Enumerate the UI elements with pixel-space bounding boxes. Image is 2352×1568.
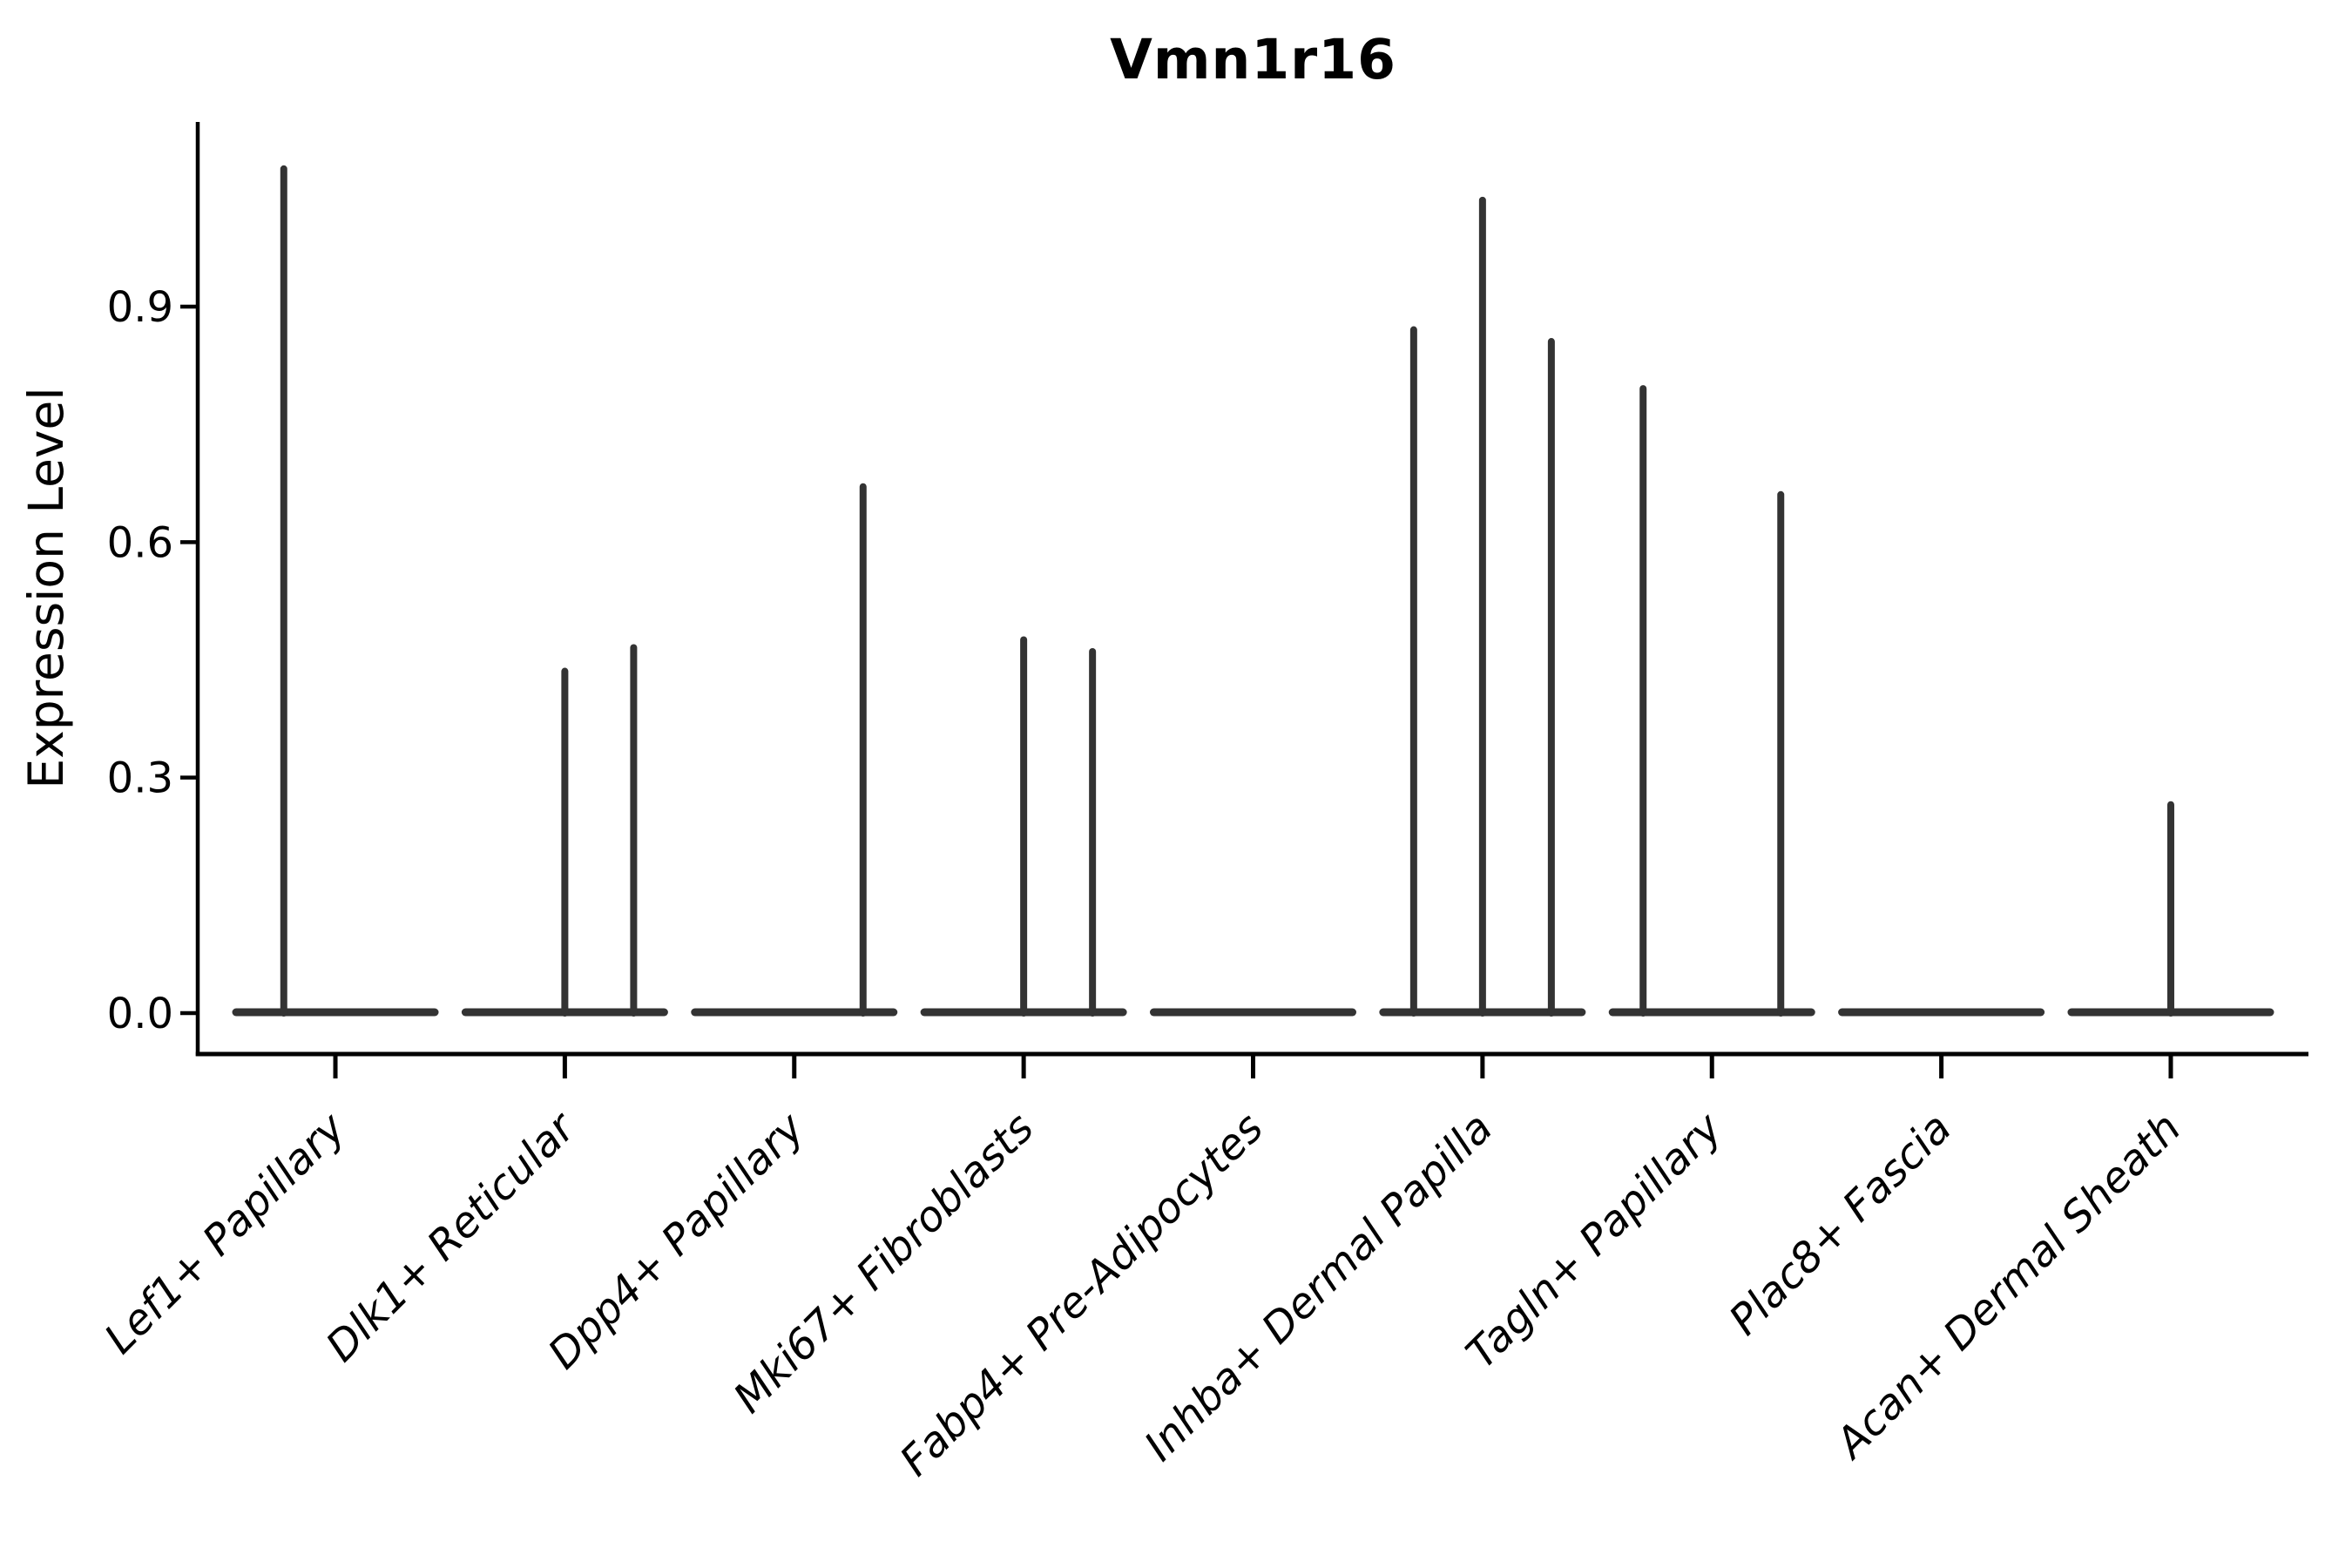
y-tick-label: 0.3 [107, 754, 173, 803]
x-tick-label: Plac8+ Fascia [1720, 1104, 1961, 1345]
x-tick-label: Dpp4+ Papillary [539, 1103, 814, 1378]
violin-baseline [1838, 1008, 2045, 1017]
violin-baseline [691, 1008, 898, 1017]
x-tick-label: Dlk1+ Reticular [317, 1102, 587, 1372]
x-tick-label: Tagln+ Papillary [1456, 1103, 1732, 1378]
y-tick-label: 0.0 [107, 990, 173, 1038]
violin-baseline [1608, 1008, 1815, 1017]
violin-baseline [1149, 1008, 1357, 1017]
x-tick-label: Lef1+ Papillary [95, 1103, 355, 1363]
x-tick-label: Fabp4+ Pre-Adipocytes [890, 1104, 1273, 1486]
chart-title: Vmn1r16 [1110, 28, 1396, 91]
y-tick-label: 0.6 [107, 518, 173, 567]
y-axis-title: Expression Level [18, 387, 74, 788]
violin-baseline [232, 1008, 439, 1017]
y-tick-label: 0.9 [107, 283, 173, 332]
